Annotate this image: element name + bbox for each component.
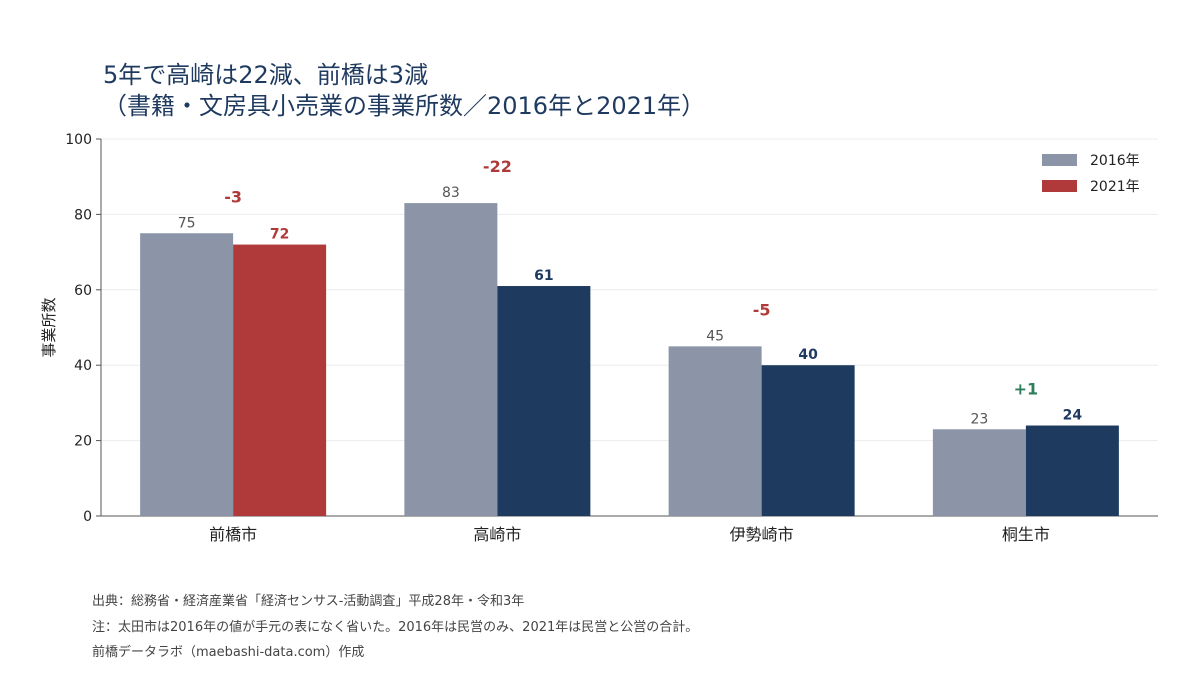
x-tick-label: 高崎市 (473, 525, 521, 544)
title-line-1: 5年で高崎は22減、前橋は3減 (103, 61, 429, 89)
chart-title: 5年で高崎は22減、前橋は3減 （書籍・文房具小売業の事業所数／2016年と20… (103, 60, 705, 122)
bar-2021 (233, 244, 327, 516)
bar-2021 (497, 286, 591, 516)
difference-label: -22 (483, 157, 512, 176)
data-label-2016: 75 (178, 215, 196, 231)
x-tick-label: 伊勢崎市 (730, 525, 794, 544)
y-tick-label: 60 (74, 283, 92, 299)
y-tick-label: 20 (74, 434, 92, 450)
data-label-2016: 83 (442, 185, 460, 201)
legend-label: 2016年 (1090, 153, 1140, 169)
bar-2016 (932, 429, 1026, 516)
x-tick-label: 前橋市 (209, 525, 257, 544)
y-tick-label: 100 (65, 132, 92, 148)
caveat-note: 注：太田市は2016年の値が手元の表になく省いた。2016年は民営のみ、2021… (92, 620, 699, 635)
source-note: 出典：総務省・経済産業省「経済センサス-活動調査」平成28年・令和3年 (92, 594, 525, 609)
y-tick-label: 80 (74, 207, 92, 223)
data-label-2016: 45 (706, 328, 724, 344)
title-line-2: （書籍・文房具小売業の事業所数／2016年と2021年） (103, 92, 706, 120)
legend-swatch (1042, 180, 1077, 192)
difference-label: -3 (224, 187, 242, 206)
data-label-2021: 24 (1063, 408, 1083, 424)
difference-label: +1 (1014, 380, 1039, 399)
data-label-2021: 72 (270, 227, 289, 243)
credit-note: 前橋データラボ（maebashi-data.com）作成 (92, 645, 365, 660)
data-label-2021: 40 (798, 347, 818, 363)
x-tick-label: 桐生市 (1002, 525, 1050, 544)
y-tick-label: 40 (74, 358, 92, 374)
bar-2016 (140, 233, 234, 516)
y-axis-label: 事業所数 (40, 297, 58, 357)
bar-2021 (1025, 425, 1119, 516)
data-label-2021: 61 (534, 268, 553, 284)
legend-label: 2021年 (1090, 179, 1140, 195)
y-tick-label: 0 (83, 509, 92, 525)
legend-swatch (1042, 154, 1077, 166)
bar-2016 (404, 203, 498, 516)
difference-label: -5 (753, 300, 771, 319)
bar-2021 (761, 365, 855, 516)
data-label-2016: 23 (970, 411, 988, 427)
bar-2016 (668, 346, 762, 516)
